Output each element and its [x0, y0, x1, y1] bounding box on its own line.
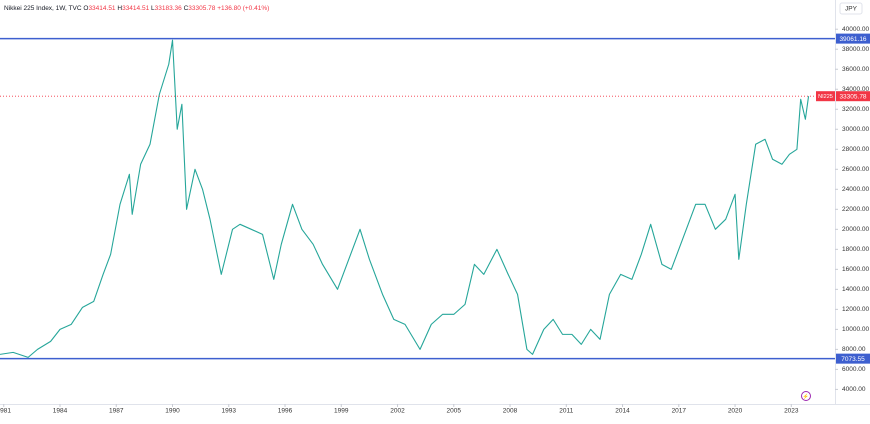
x-tick-label: 1999	[334, 408, 349, 415]
y-tick-label: 38000.00	[842, 46, 869, 53]
x-tick-label: 1981	[0, 408, 11, 415]
y-tick-label: 28000.00	[842, 146, 869, 153]
ohlc-key: H	[117, 5, 122, 12]
y-tick-label: 34000.00	[842, 86, 869, 93]
header: Nikkei 225 Index, 1W, TVC O33414.51 H334…	[4, 5, 269, 12]
price-line	[0, 39, 810, 358]
y-tick-label: 26000.00	[842, 166, 869, 173]
x-tick-label: 2005	[447, 408, 462, 415]
y-tick-label: 22000.00	[842, 206, 869, 213]
y-tick-label: 8000.00	[842, 346, 866, 353]
y-tick-label: 10000.00	[842, 326, 869, 333]
level-tag	[836, 33, 870, 44]
x-tick-label: 2008	[503, 408, 518, 415]
y-tick-label: 40000.00	[842, 26, 869, 33]
currency[interactable]: JPY	[845, 6, 858, 13]
last-price-label: 33305.78	[839, 93, 866, 100]
ohlc-key: O	[83, 5, 88, 12]
x-tick-label: 2017	[672, 408, 687, 415]
change: +136.80 (+0.41%)	[217, 5, 269, 12]
ohlc-key: C	[184, 5, 189, 12]
x-tick-label: 1984	[53, 408, 68, 415]
y-tick-label: 6000.00	[842, 366, 866, 373]
plot-area	[0, 39, 810, 358]
y-tick-label: 18000.00	[842, 246, 869, 253]
symbol-label: NI225	[818, 94, 833, 100]
y-tick-label: 24000.00	[842, 186, 869, 193]
y-tick-label: 36000.00	[842, 66, 869, 73]
x-tick-label: 1990	[165, 408, 180, 415]
x-tick-label: 2020	[728, 408, 743, 415]
level-label: 39061.16	[839, 36, 866, 43]
y-tick-label: 14000.00	[842, 286, 869, 293]
ohlc-value: 33183.36	[155, 5, 182, 12]
y-tick-label: 32000.00	[842, 106, 869, 113]
y-tick-label: 30000.00	[842, 126, 869, 133]
settings-icon[interactable]	[801, 391, 811, 401]
y-tick-label: 16000.00	[842, 266, 869, 273]
x-tick-label: 1987	[109, 408, 124, 415]
level-label: 7073.55	[841, 356, 865, 363]
x-tick-label: 2002	[390, 408, 405, 415]
y-tick-label: 12000.00	[842, 306, 869, 313]
symbol: Nikkei 225 Index, 1W, TVC	[4, 5, 82, 12]
ohlc-value: 33414.51	[88, 5, 115, 12]
last-price-tag	[836, 91, 870, 102]
x-tick-label: 1993	[222, 408, 237, 415]
y-tick-label: 4000.00	[842, 386, 866, 393]
level-tag	[836, 353, 870, 364]
x-tick-label: 1996	[278, 408, 293, 415]
x-tick-label: 2023	[784, 408, 799, 415]
ohlc-key: L	[151, 5, 155, 12]
ohlc-value: 33414.51	[122, 5, 149, 12]
y-tick-label: 20000.00	[842, 226, 869, 233]
symbol-tag	[816, 91, 835, 102]
header-line: Nikkei 225 Index, 1W, TVC O33414.51 H334…	[4, 5, 269, 12]
icon-glyph: ⚡	[803, 393, 809, 400]
ohlc-value: 33305.78	[188, 5, 215, 12]
x-tick-label: 2011	[559, 408, 573, 415]
x-tick-label: 2014	[615, 408, 630, 415]
currency-button[interactable]	[839, 2, 863, 15]
